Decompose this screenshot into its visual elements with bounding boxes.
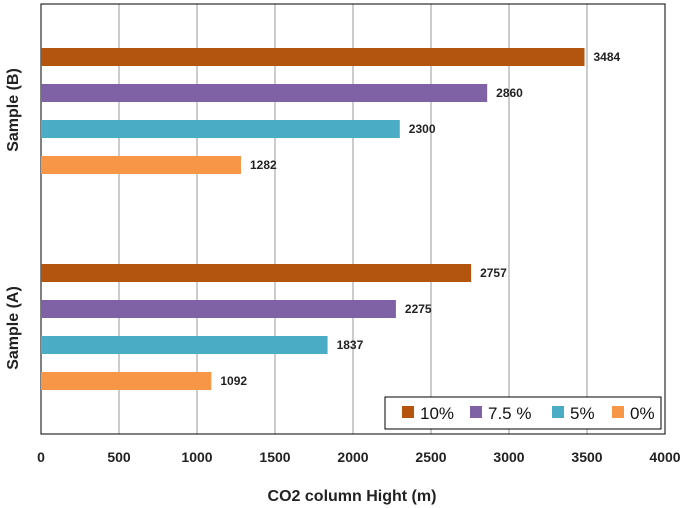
data-label: 1092 — [220, 374, 247, 388]
data-label: 2275 — [405, 302, 432, 316]
data-label: 1282 — [250, 158, 277, 172]
data-label: 2860 — [496, 86, 523, 100]
legend-label: 5% — [570, 404, 595, 423]
bar — [41, 300, 396, 318]
x-axis-title: CO2 column Hight (m) — [268, 488, 437, 505]
category-labels: Sample (B) Sample (A) — [5, 68, 22, 370]
bar — [41, 372, 212, 390]
value-labels: 3484 2860 2300 1282 2757 2275 1837 1092 — [220, 50, 620, 388]
bar — [41, 264, 472, 282]
gridlines — [118, 4, 588, 434]
bar — [41, 48, 585, 66]
bars — [41, 48, 585, 390]
legend-swatch — [470, 406, 482, 418]
plot-frame — [40, 3, 666, 435]
legend: 10% 7.5 % 5% 0% — [384, 396, 662, 430]
legend-label: 7.5 % — [488, 404, 531, 423]
x-tick-label: 1000 — [181, 449, 212, 465]
bar — [41, 336, 328, 354]
bar — [41, 120, 400, 138]
legend-swatch — [552, 406, 564, 418]
x-tick-label: 0 — [37, 449, 45, 465]
bar — [41, 84, 488, 102]
x-axis-ticks: 0 500 1000 1500 2000 2500 3000 3500 4000 — [37, 449, 681, 465]
data-label: 2757 — [480, 266, 507, 280]
x-tick-label: 2000 — [337, 449, 368, 465]
x-tick-label: 4000 — [649, 449, 680, 465]
y-category-label: Sample (A) — [5, 286, 22, 370]
data-label: 2300 — [409, 122, 436, 136]
x-tick-label: 3500 — [571, 449, 602, 465]
x-tick-label: 2500 — [415, 449, 446, 465]
x-tick-label: 500 — [107, 449, 131, 465]
data-label: 3484 — [594, 50, 621, 64]
legend-label: 0% — [630, 404, 655, 423]
y-category-label: Sample (B) — [5, 68, 22, 152]
legend-swatch — [402, 406, 414, 418]
legend-swatch — [612, 406, 624, 418]
x-tick-label: 1500 — [259, 449, 290, 465]
bar — [41, 156, 241, 174]
data-label: 1837 — [337, 338, 364, 352]
legend-label: 10% — [420, 404, 454, 423]
x-tick-label: 3000 — [493, 449, 524, 465]
